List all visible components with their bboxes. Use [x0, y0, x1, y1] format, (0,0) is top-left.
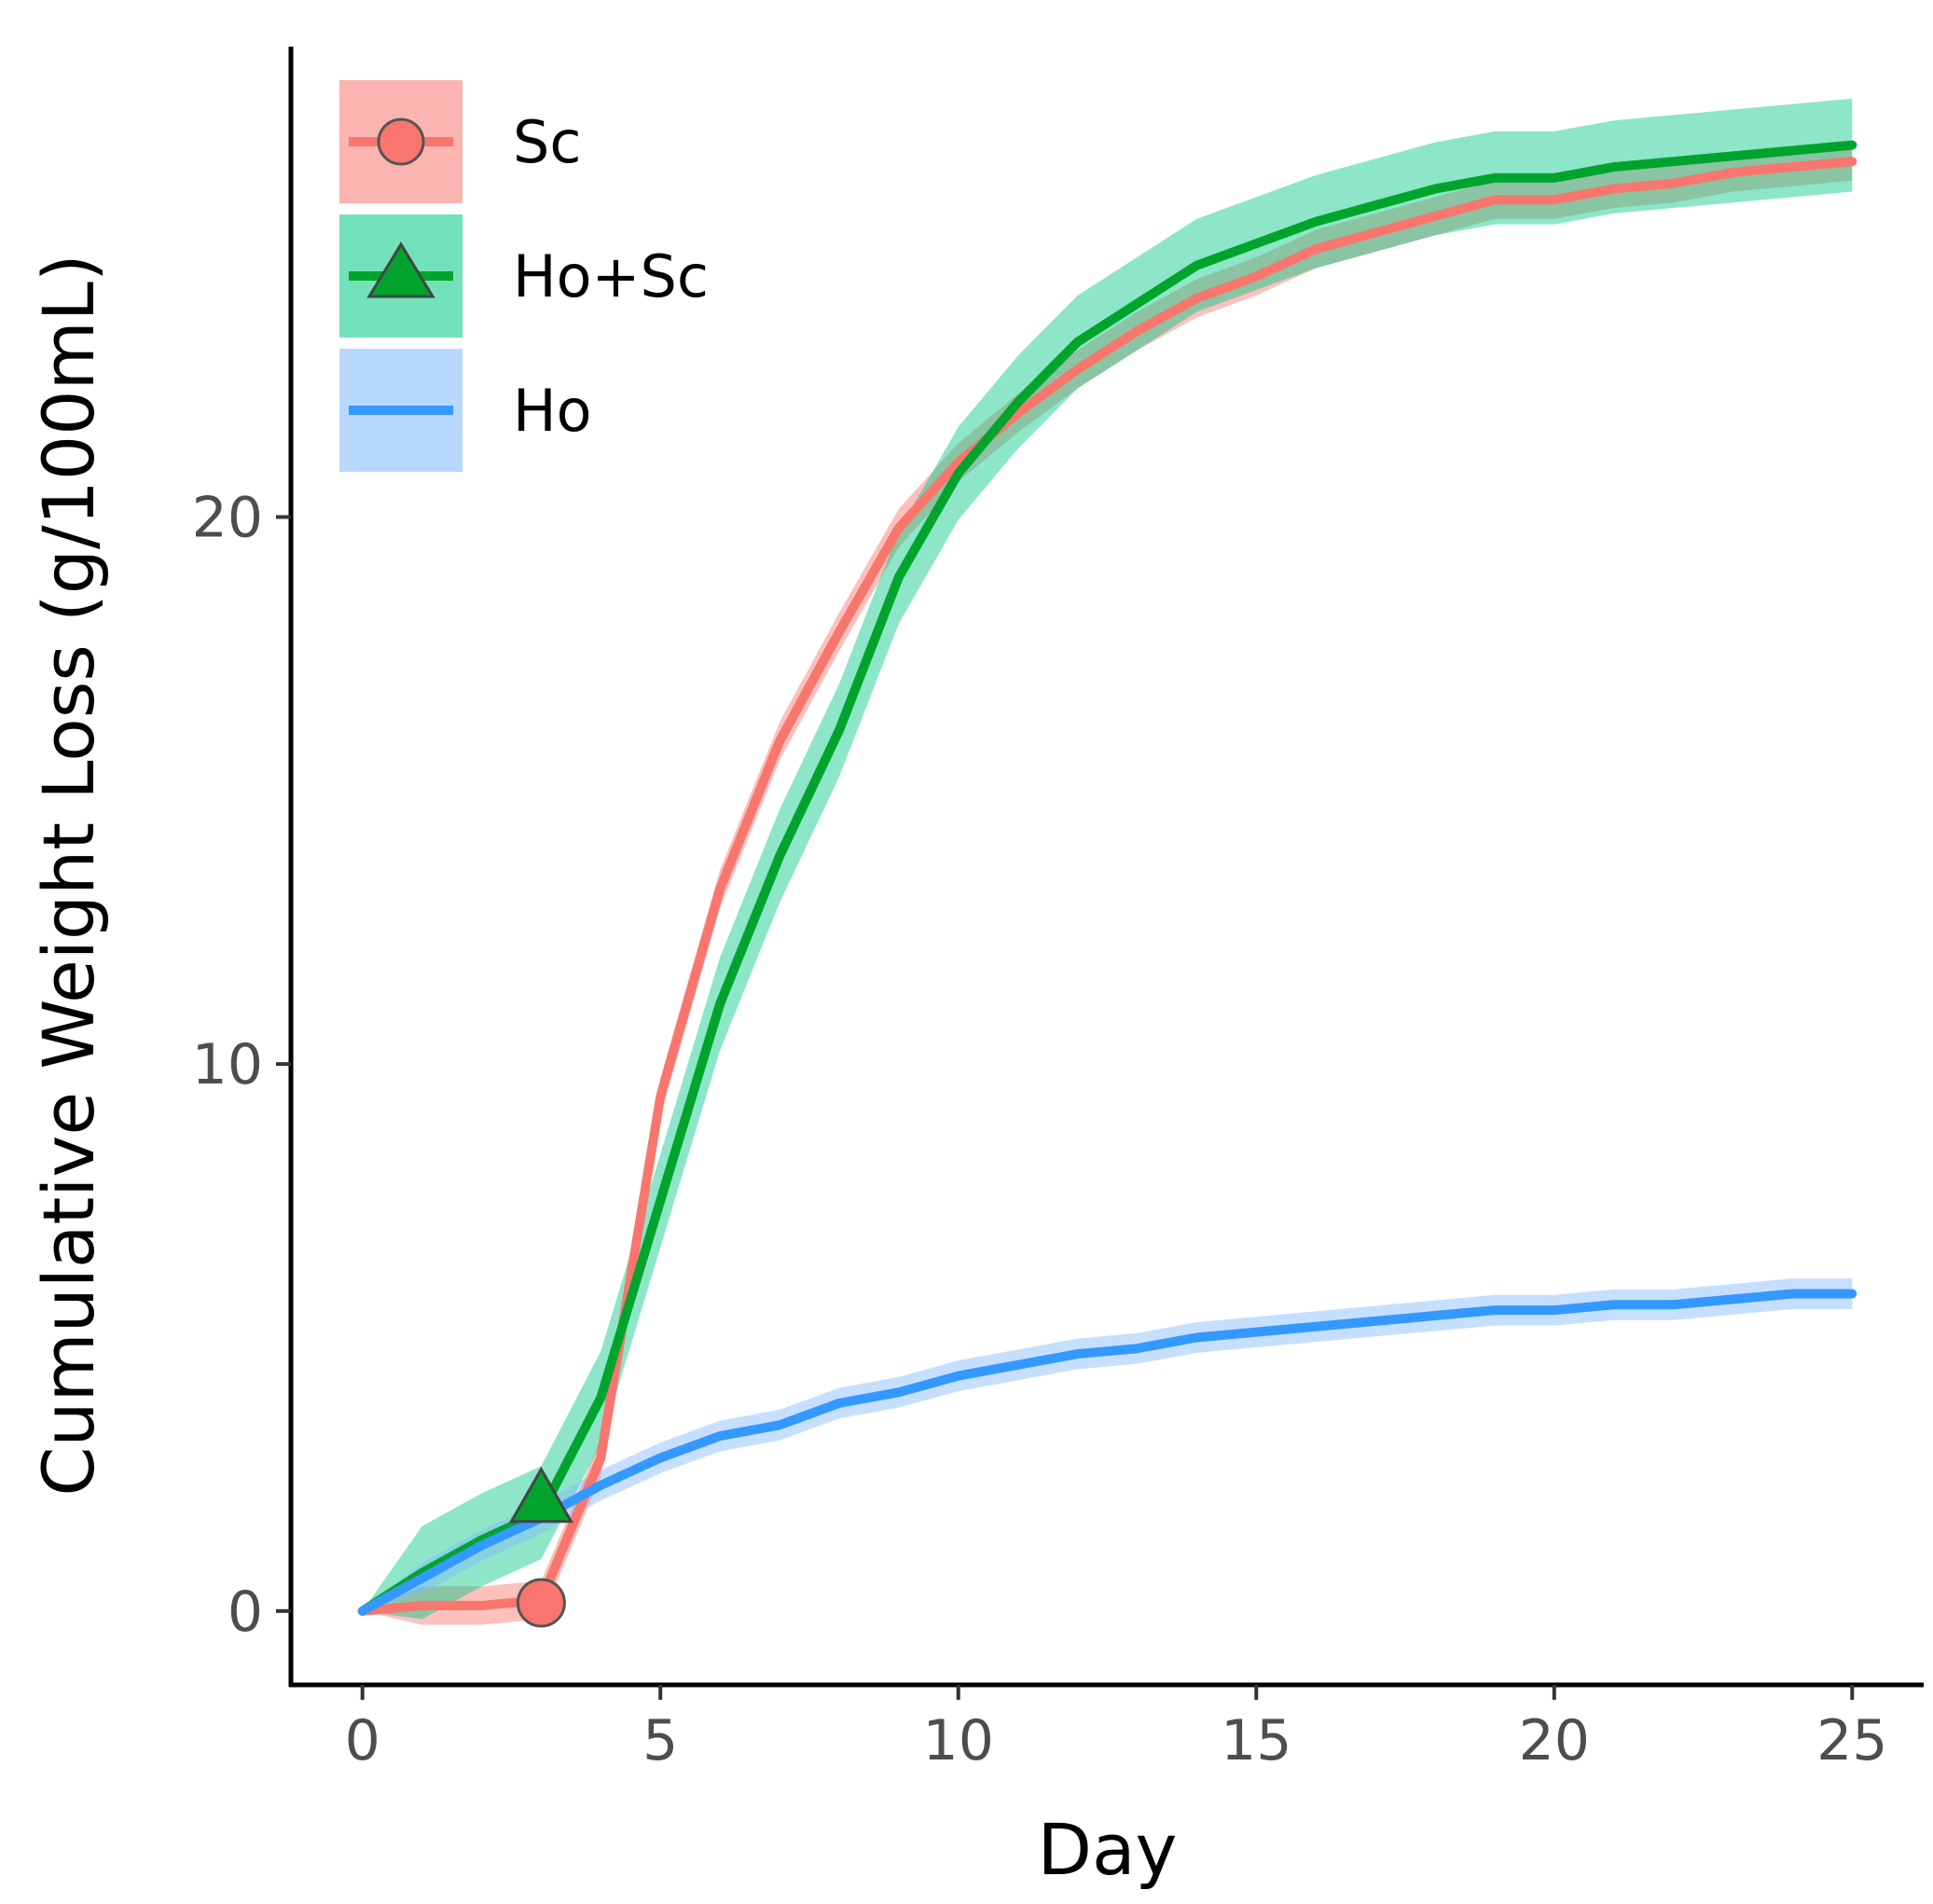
axes: [288, 47, 1924, 1688]
legend-item-sc: Sc: [339, 80, 581, 203]
band-ho: [362, 1278, 1853, 1611]
legend: Sc Ho+Sc Ho: [339, 80, 709, 472]
y-tick-label: 0: [228, 1580, 263, 1645]
x-axis-title: Day: [1037, 1808, 1177, 1891]
legend-item-ho-sc: Ho+Sc: [339, 214, 709, 338]
tick-labels: 0 5 10 15 20 25 0 10 20: [192, 486, 1888, 1773]
legend-marker-ho-sc: [366, 241, 435, 298]
legend-item-ho: Ho: [339, 349, 592, 472]
series-markers: [508, 1466, 573, 1628]
marker-sc: [516, 1578, 566, 1628]
x-tick-label: 15: [1221, 1708, 1291, 1773]
legend-label-sc: Sc: [513, 108, 581, 176]
marker-ho-sc: [508, 1466, 573, 1524]
x-tick-label: 0: [345, 1708, 380, 1773]
x-tick-label: 20: [1519, 1708, 1590, 1773]
y-tick-label: 10: [192, 1032, 263, 1097]
y-axis-title: Cumulative Weight Loss (g/100mL): [27, 254, 110, 1496]
line-ho-sc: [357, 140, 1857, 1616]
line-sc: [357, 157, 1857, 1616]
x-tick-label: 25: [1816, 1708, 1887, 1773]
confidence-bands: [362, 98, 1853, 1625]
x-tick-label: 5: [642, 1708, 678, 1773]
series-lines: [357, 140, 1857, 1616]
x-tick-label: 10: [923, 1708, 994, 1773]
legend-label-ho: Ho: [513, 377, 592, 445]
legend-marker-sc: [377, 117, 425, 166]
y-tick-label: 20: [192, 486, 263, 551]
line-ho: [357, 1289, 1857, 1616]
legend-label-ho-sc: Ho+Sc: [513, 242, 709, 310]
